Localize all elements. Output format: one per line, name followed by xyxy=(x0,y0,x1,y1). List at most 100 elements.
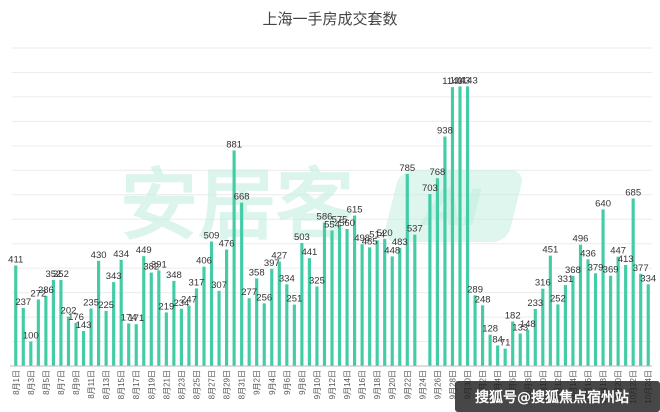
value-label: 334 xyxy=(640,273,656,284)
value-label: 881 xyxy=(226,139,242,150)
bar-10月20日 xyxy=(616,256,620,366)
value-label: 71 xyxy=(500,338,511,349)
value-label: 247 xyxy=(181,295,197,306)
value-label: 554 xyxy=(324,219,340,230)
value-label: 219 xyxy=(158,301,174,312)
value-label: 334 xyxy=(279,273,295,284)
x-tick-label: 8月17日 xyxy=(132,370,141,399)
bar-8月29日 xyxy=(225,249,229,366)
bar-9月4日 xyxy=(270,268,274,366)
bar-8月16日 xyxy=(127,323,131,366)
x-tick-label: 8月7日 xyxy=(57,370,66,395)
value-label: 391 xyxy=(151,259,167,270)
value-label: 272 xyxy=(30,288,46,299)
bar-10月1日 xyxy=(473,295,477,366)
value-label: 233 xyxy=(527,298,543,309)
value-label: 785 xyxy=(399,163,415,174)
value-label: 411 xyxy=(8,254,23,265)
bar-10月17日 xyxy=(593,273,598,366)
value-label: 575 xyxy=(332,214,348,225)
value-label: 377 xyxy=(633,263,649,274)
value-label: 176 xyxy=(68,312,84,323)
bar-8月6日 xyxy=(51,279,55,366)
bar-9月26日 xyxy=(435,178,439,366)
bar-9月20日 xyxy=(390,256,394,366)
value-label: 434 xyxy=(113,249,129,260)
value-label: 430 xyxy=(91,250,107,261)
value-label: 668 xyxy=(234,192,250,203)
bar-8月5日 xyxy=(44,296,48,366)
value-label: 503 xyxy=(294,232,310,243)
x-tick-label: 9月18日 xyxy=(373,370,382,399)
value-label: 436 xyxy=(580,248,596,259)
value-label: 1143 xyxy=(450,75,470,86)
value-label: 143 xyxy=(76,320,92,331)
bar-10月14日 xyxy=(571,275,575,366)
value-label: 1140 xyxy=(442,76,462,87)
bar-9月3日 xyxy=(262,303,266,366)
bar-8月15日 xyxy=(119,259,123,366)
bar-8月2日 xyxy=(21,308,25,366)
value-label: 237 xyxy=(15,297,31,308)
value-label: 148 xyxy=(520,319,536,330)
bar-8月17日 xyxy=(134,324,138,366)
value-label: 379 xyxy=(588,262,604,273)
bar-10月23日 xyxy=(639,273,643,366)
value-label: 382 xyxy=(143,262,159,273)
bar-8月11日 xyxy=(89,308,93,366)
bar-9月5日 xyxy=(277,261,281,366)
bar-9月11日 xyxy=(322,222,327,366)
watermark-text: 安居客 xyxy=(120,161,354,251)
bar-8月20日 xyxy=(157,270,161,366)
bar-9月27日 xyxy=(443,136,447,366)
x-tick-label: 9月8日 xyxy=(298,370,307,395)
value-label: 397 xyxy=(264,258,280,269)
bar-9月1日 xyxy=(247,298,251,366)
value-label: 485 xyxy=(362,236,378,247)
bar-8月12日 xyxy=(97,260,101,366)
x-tick-label: 9月10日 xyxy=(313,370,322,399)
bar-10月5日 xyxy=(503,348,507,366)
value-label: 277 xyxy=(241,287,257,298)
x-tick-label: 9月14日 xyxy=(343,370,352,399)
bar-9月15日 xyxy=(353,215,357,366)
value-label: 252 xyxy=(550,293,566,304)
x-tick-label: 8月11日 xyxy=(87,370,96,399)
value-label: 537 xyxy=(407,224,423,235)
bar-9月13日 xyxy=(337,225,342,366)
x-tick-label: 8月9日 xyxy=(72,370,81,395)
bar-8月13日 xyxy=(104,310,108,366)
value-label: 352 xyxy=(45,269,61,280)
value-label: 248 xyxy=(475,294,491,305)
value-label: 182 xyxy=(505,310,521,321)
bar-10月2日 xyxy=(481,305,485,366)
value-label: 685 xyxy=(625,187,641,198)
value-label: 316 xyxy=(535,278,551,289)
bar-8月10日 xyxy=(81,331,86,366)
bar-8月4日 xyxy=(36,299,40,366)
bar-9月21日 xyxy=(398,247,402,366)
value-label: 451 xyxy=(542,245,558,256)
value-label: 406 xyxy=(196,256,212,267)
bar-10月21日 xyxy=(624,264,628,366)
x-tick-label: 9月24日 xyxy=(418,370,427,399)
value-label: 520 xyxy=(377,228,393,239)
bar-9月29日 xyxy=(458,86,462,367)
x-tick-label: 9月20日 xyxy=(388,370,397,399)
x-tick-label: 8月27日 xyxy=(208,370,217,399)
bars xyxy=(14,86,650,367)
value-label: 84 xyxy=(492,334,503,345)
bar-9月7日 xyxy=(292,304,296,366)
bar-10月16日 xyxy=(586,259,590,366)
bar-10月12日 xyxy=(556,304,560,366)
bar-9月18日 xyxy=(375,240,379,366)
bar-8月21日 xyxy=(164,312,168,366)
bar-10月3日 xyxy=(488,334,492,366)
x-tick-label: 8月29日 xyxy=(223,370,232,399)
x-tick-label: 9月26日 xyxy=(433,370,442,399)
value-label: 368 xyxy=(565,265,581,276)
bar-8月30日 xyxy=(232,150,236,366)
x-tick-label: 8月5日 xyxy=(42,370,51,395)
chart-title: 上海一手房成交套数 xyxy=(262,10,397,28)
